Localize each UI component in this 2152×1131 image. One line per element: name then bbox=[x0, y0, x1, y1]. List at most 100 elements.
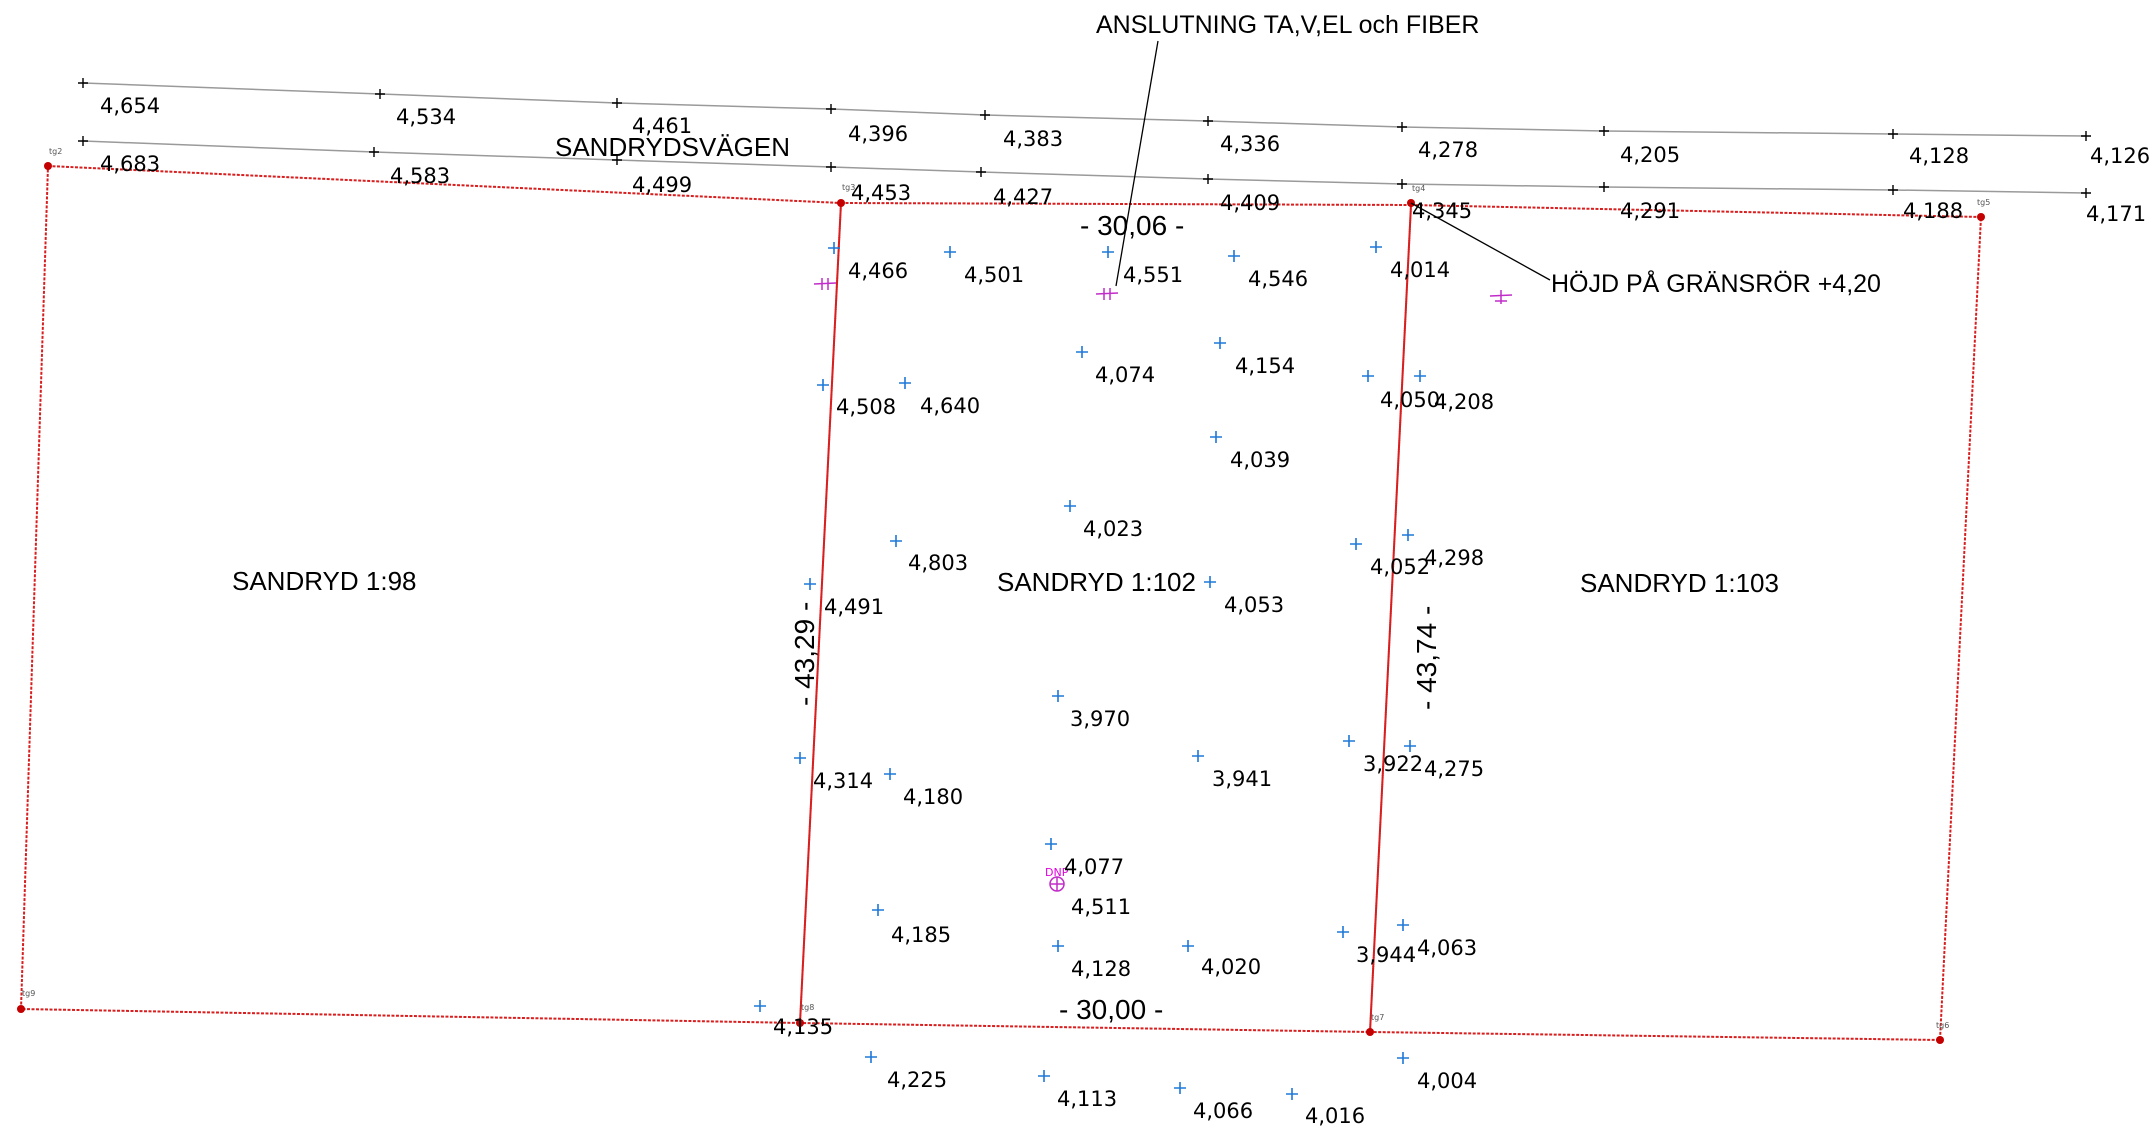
elevation-label: 4,052 bbox=[1370, 555, 1430, 579]
site-point-marker bbox=[1370, 241, 1382, 253]
site-point-marker bbox=[794, 752, 806, 764]
road-point-marker bbox=[78, 136, 88, 146]
elevation-label: 4,275 bbox=[1424, 757, 1484, 781]
elevation-label: 4,396 bbox=[848, 122, 908, 146]
elevation-label: 3,970 bbox=[1070, 707, 1130, 731]
corner-tg9: tg9 bbox=[17, 989, 35, 1013]
elevation-label: 4,050 bbox=[1380, 388, 1440, 412]
site-point-marker bbox=[1404, 740, 1416, 752]
svg-text:tg6: tg6 bbox=[1936, 1021, 1949, 1030]
site-point-marker bbox=[884, 768, 896, 780]
road-point-marker bbox=[612, 155, 622, 165]
road-lower-elevations: 4,683 4,583 4,499 4,453 4,427 4,409 4,34… bbox=[100, 152, 2146, 226]
site-point-marker bbox=[944, 246, 956, 258]
road-upper-elevations: 4,654 4,534 4,461 4,396 4,383 4,336 4,27… bbox=[100, 94, 2150, 168]
road-lower-edge bbox=[82, 140, 2087, 194]
road-point-marker bbox=[1397, 122, 1407, 132]
elevation-label: 4,583 bbox=[390, 164, 450, 188]
elevation-label: 3,944 bbox=[1356, 943, 1416, 967]
svg-text:tg2: tg2 bbox=[49, 147, 62, 156]
dimension-right: - 43,74 - bbox=[1411, 606, 1442, 710]
elevation-label: 4,188 bbox=[1903, 199, 1963, 223]
site-point-marker bbox=[817, 379, 829, 391]
boundary-corners: tg2 tg3 tg4 tg5 tg6 tg7 tg8 tg9 bbox=[17, 147, 1990, 1044]
elevation-label: 4,154 bbox=[1235, 354, 1295, 378]
elevation-label: 4,654 bbox=[100, 94, 160, 118]
road-point-markers bbox=[78, 78, 2091, 198]
manhole-label: DNP bbox=[1045, 866, 1069, 879]
elevation-label: 4,208 bbox=[1434, 390, 1494, 414]
site-point-marker bbox=[899, 377, 911, 389]
utility-marker-connection bbox=[1095, 288, 1119, 300]
site-point-marker bbox=[1076, 346, 1088, 358]
road-point-marker bbox=[612, 98, 622, 108]
elevation-label: 4,546 bbox=[1248, 267, 1308, 291]
site-point-marker bbox=[1362, 370, 1374, 382]
road-point-marker bbox=[976, 167, 986, 177]
elevation-label: 4,383 bbox=[1003, 127, 1063, 151]
site-point-marker bbox=[1204, 576, 1216, 588]
connection-leader bbox=[1115, 40, 1159, 287]
annotation-leaders bbox=[1115, 40, 1551, 287]
site-point-marker bbox=[1228, 250, 1240, 262]
site-point-marker bbox=[1038, 1070, 1050, 1082]
elevation-label: 4,016 bbox=[1305, 1104, 1365, 1128]
road-point-marker bbox=[1599, 126, 1609, 136]
elevation-label: 4,511 bbox=[1071, 895, 1131, 919]
site-elevations: 4,466 4,501 4,551 4,546 4,014 4,074 4,15… bbox=[773, 258, 1494, 1128]
elevation-label: 4,225 bbox=[887, 1068, 947, 1092]
site-point-marker bbox=[1397, 1052, 1409, 1064]
elevation-label: 4,453 bbox=[851, 181, 911, 205]
svg-text:tg9: tg9 bbox=[22, 989, 35, 998]
corner-tg5: tg5 bbox=[1977, 198, 1990, 221]
parcel-1-98-boundary bbox=[19, 164, 843, 1025]
road-point-marker bbox=[1888, 129, 1898, 139]
elevation-label: 4,345 bbox=[1412, 199, 1472, 223]
parcel-1-102-boundary bbox=[798, 201, 1413, 1034]
elevation-label: 4,077 bbox=[1064, 855, 1124, 879]
dimension-left: - 43,29 - bbox=[789, 602, 820, 706]
road-point-marker bbox=[369, 147, 379, 157]
road-point-marker bbox=[1599, 182, 1609, 192]
site-point-marker bbox=[1397, 919, 1409, 931]
pipe-height-leader bbox=[1410, 202, 1551, 281]
elevation-label: 4,314 bbox=[813, 769, 873, 793]
elevation-label: 4,126 bbox=[2090, 144, 2150, 168]
elevation-label: 3,941 bbox=[1212, 767, 1272, 791]
elevation-label: 4,683 bbox=[100, 152, 160, 176]
elevation-label: 4,336 bbox=[1220, 132, 1280, 156]
elevation-label: 4,128 bbox=[1909, 144, 1969, 168]
elevation-label: 4,291 bbox=[1620, 199, 1680, 223]
elevation-label: 4,640 bbox=[920, 394, 980, 418]
site-point-marker bbox=[1045, 838, 1057, 850]
corner-tg2: tg2 bbox=[44, 147, 62, 170]
road-point-marker bbox=[2081, 131, 2091, 141]
road-point-marker bbox=[1203, 174, 1213, 184]
site-point-marker bbox=[1192, 750, 1204, 762]
site-point-marker bbox=[1052, 940, 1064, 952]
dimension-bottom: - 30,00 - bbox=[1059, 994, 1163, 1025]
site-point-marker bbox=[1052, 690, 1064, 702]
site-point-marker bbox=[754, 1000, 766, 1012]
elevation-label: 4,534 bbox=[396, 105, 456, 129]
parcel-name-left: SANDRYD 1:98 bbox=[232, 566, 417, 596]
road-point-marker bbox=[375, 89, 385, 99]
elevation-label: 4,491 bbox=[824, 595, 884, 619]
site-point-marker bbox=[828, 242, 840, 254]
site-point-marker bbox=[1402, 529, 1414, 541]
site-point-marker bbox=[1064, 500, 1076, 512]
elevation-label: 4,066 bbox=[1193, 1099, 1253, 1123]
site-point-marker bbox=[804, 578, 816, 590]
road-name: SANDRYDSVÄGEN bbox=[555, 132, 790, 162]
site-point-marker bbox=[1214, 337, 1226, 349]
corner-tg7: tg7 bbox=[1366, 1013, 1384, 1036]
elevation-label: 4,409 bbox=[1220, 191, 1280, 215]
elevation-label: 4,135 bbox=[773, 1015, 833, 1039]
svg-text:tg3: tg3 bbox=[842, 183, 855, 192]
elevation-label: 4,180 bbox=[903, 785, 963, 809]
site-point-marker bbox=[1174, 1082, 1186, 1094]
road-point-marker bbox=[826, 162, 836, 172]
dimension-top: - 30,06 - bbox=[1080, 210, 1184, 241]
site-point-marker bbox=[865, 1051, 877, 1063]
